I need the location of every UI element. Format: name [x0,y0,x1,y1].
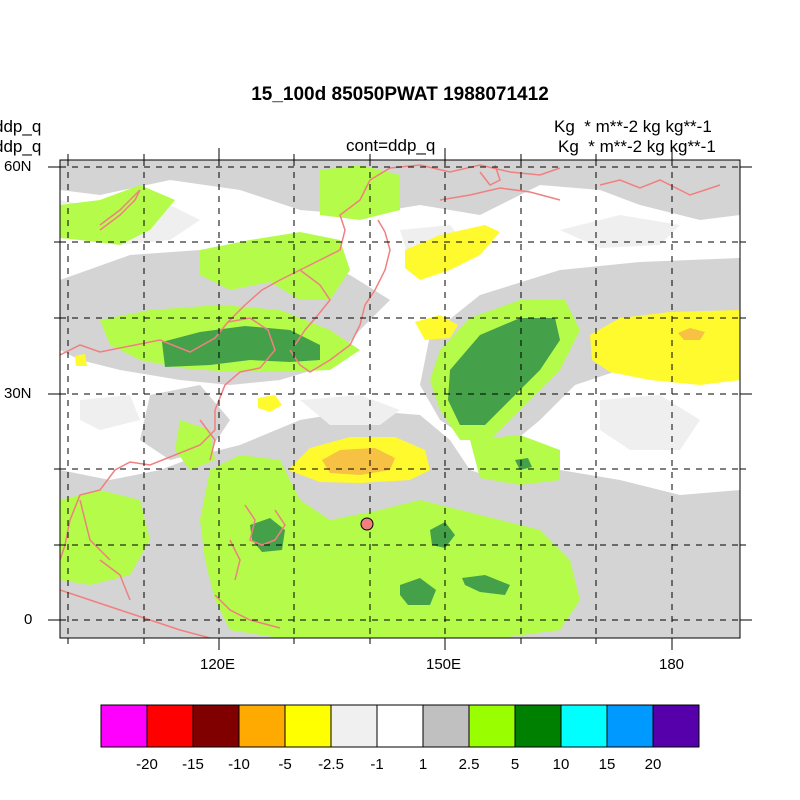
colorbar-label: -1 [370,756,384,773]
colorbar-label: 1 [418,756,428,773]
colorbar-box [192,704,240,748]
plot-frame [59,159,741,639]
colorbar-label: 10 [552,756,570,773]
colorbar-box [422,704,470,748]
contour-label: cont=ddp_q [346,136,436,155]
lon-label-120e: 120E [200,656,236,673]
lat-label-30n: 30N [4,385,32,402]
field-shading [60,160,740,638]
right-label-1: Kg * m**-2 kg kg**-1 [554,117,712,136]
colorbar-box [238,704,286,748]
colorbar-label: 2.5 [458,756,480,773]
colorbar-box [330,704,378,748]
dark-green-field [162,318,560,605]
colorbar-label: 5 [510,756,520,773]
gridlines [60,160,740,638]
colorbar-label: -5 [278,756,292,773]
colorbar-label: -20 [136,756,158,773]
colorbar-box [468,704,516,748]
colorbar-label: 20 [644,756,662,773]
colorbar-box [146,704,194,748]
location-marker [360,517,374,531]
colorbar-box [652,704,700,748]
lat-label-60n: 60N [4,158,32,175]
axis-ticks [48,148,752,650]
lat-label-0: 0 [24,611,33,628]
colorbar-box [100,704,148,748]
colorbar-box [514,704,562,748]
colorbar-label: -15 [182,756,204,773]
colorbar-box [606,704,654,748]
right-label-2: Kg * m**-2 kg kg**-1 [558,137,716,156]
colorbar-label: -10 [228,756,250,773]
lon-label-150e: 150E [426,656,462,673]
left-label-1: ddp_q [0,117,42,136]
colorbar-box [560,704,608,748]
colorbar [100,704,700,748]
lon-label-180: 180 [659,656,685,673]
coastlines [60,164,721,638]
colorbar-box [376,704,424,748]
left-label-2: ddp_q [0,137,42,156]
plot-title: 15_100d 85050PWAT 1988071412 [251,84,549,105]
colorbar-label: 15 [598,756,616,773]
colorbar-box [284,704,332,748]
colorbar-label: -2.5 [318,756,344,773]
orange-field [322,328,705,475]
